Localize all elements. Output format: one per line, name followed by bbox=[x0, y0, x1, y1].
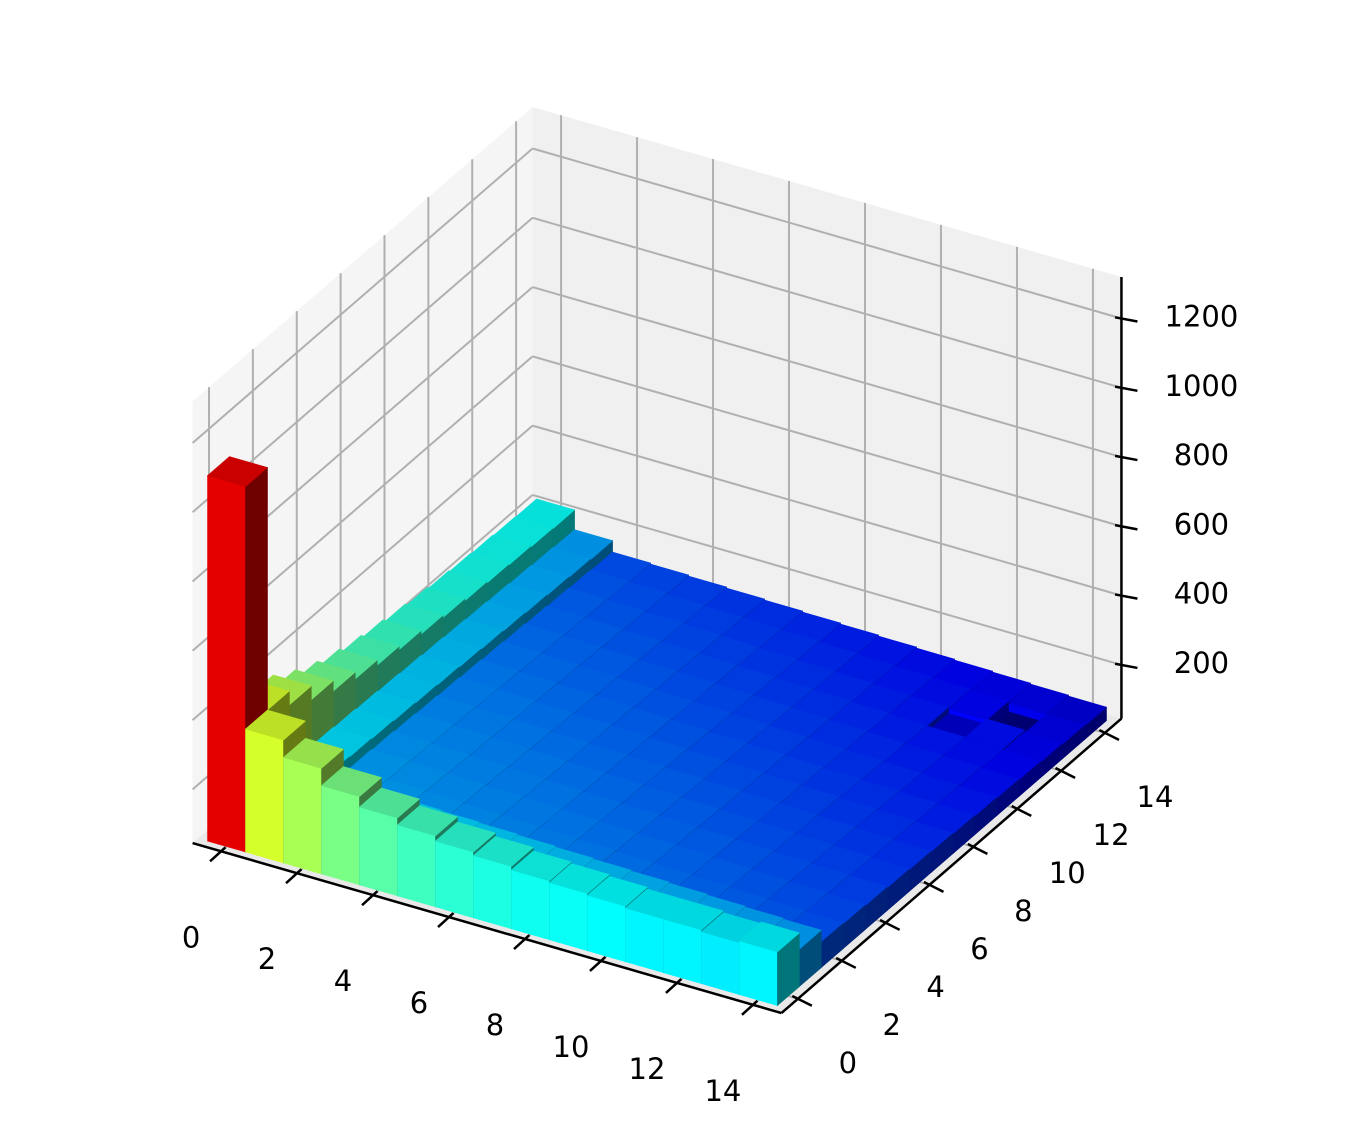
y-axis-line bbox=[780, 717, 1123, 1014]
bar bbox=[738, 921, 800, 1007]
tick-mark bbox=[741, 999, 759, 1016]
grid-line bbox=[532, 147, 1122, 320]
x-tick-label: 10 bbox=[553, 1030, 590, 1064]
y-tick-label: 14 bbox=[1137, 780, 1174, 814]
bar-front bbox=[587, 894, 626, 963]
tick-mark bbox=[791, 994, 813, 1007]
bar-top bbox=[396, 805, 459, 837]
x-axis-line bbox=[192, 841, 782, 1015]
bar-front bbox=[435, 840, 474, 919]
grid-line bbox=[532, 424, 1122, 597]
bar-top bbox=[244, 709, 307, 741]
bar-front bbox=[511, 869, 550, 941]
tick-mark bbox=[967, 842, 988, 855]
y-tick-label: 0 bbox=[839, 1046, 857, 1080]
bar-top bbox=[320, 766, 383, 797]
z-tick-label: 800 bbox=[1174, 438, 1229, 472]
tick-mark bbox=[1114, 662, 1138, 670]
tick-mark bbox=[589, 956, 607, 972]
x-tick-label: 12 bbox=[629, 1052, 666, 1086]
x-tick-label: 6 bbox=[410, 986, 428, 1020]
bars bbox=[206, 456, 1108, 1007]
grid-line bbox=[191, 147, 534, 444]
y-tick-label: 12 bbox=[1093, 818, 1130, 852]
bar-front bbox=[473, 855, 512, 930]
y-tick-label: 2 bbox=[883, 1008, 901, 1042]
bar-top bbox=[662, 899, 724, 931]
z-tick-label: 1200 bbox=[1165, 300, 1239, 334]
bar-front bbox=[359, 806, 398, 897]
bar-top bbox=[434, 821, 497, 853]
tick-mark bbox=[285, 868, 303, 885]
x-tick-label: 8 bbox=[486, 1008, 504, 1042]
x-tick-label: 14 bbox=[704, 1074, 741, 1108]
z-tick-label: 400 bbox=[1174, 577, 1229, 611]
bar-front bbox=[321, 785, 360, 886]
tick-mark bbox=[1114, 385, 1138, 393]
tick-mark bbox=[513, 934, 531, 950]
tick-mark bbox=[437, 912, 455, 929]
bar-front bbox=[625, 907, 664, 974]
bar-top bbox=[738, 921, 800, 953]
y-tick-label: 10 bbox=[1049, 856, 1086, 890]
bar-top bbox=[282, 737, 345, 769]
bar-top bbox=[358, 787, 421, 819]
tick-mark bbox=[1011, 804, 1032, 817]
x-tick-label: 4 bbox=[334, 964, 352, 998]
tick-mark bbox=[1114, 454, 1138, 462]
grid-line bbox=[532, 355, 1122, 528]
y-tick-label: 8 bbox=[1014, 894, 1032, 928]
tick-mark bbox=[1098, 728, 1120, 741]
tick-mark bbox=[1054, 766, 1076, 779]
y-tick-label: 4 bbox=[926, 970, 944, 1004]
bar-front bbox=[549, 882, 588, 952]
bar-top bbox=[1007, 683, 1070, 715]
z-tick-label: 200 bbox=[1174, 646, 1229, 680]
grid-line bbox=[532, 286, 1122, 459]
x-tick-label: 0 bbox=[182, 920, 200, 954]
tick-mark bbox=[665, 977, 683, 994]
grid-line bbox=[532, 493, 1122, 666]
tick-mark bbox=[1114, 316, 1138, 323]
z-tick-label: 1000 bbox=[1165, 369, 1239, 403]
tick-mark bbox=[1114, 593, 1138, 600]
bar-front bbox=[663, 918, 702, 985]
tick-mark bbox=[879, 918, 901, 931]
bar-top bbox=[510, 850, 573, 882]
tick-mark bbox=[835, 956, 857, 969]
tick-mark bbox=[209, 846, 227, 863]
z-tick-label: 600 bbox=[1174, 507, 1229, 541]
bar-top bbox=[586, 875, 649, 907]
bar-top bbox=[472, 836, 535, 867]
tick-mark bbox=[923, 880, 945, 893]
y-tick-label: 6 bbox=[970, 932, 988, 966]
bar-front bbox=[245, 728, 284, 864]
x-tick-label: 2 bbox=[258, 942, 276, 976]
bar-top bbox=[947, 689, 1010, 721]
bar-front bbox=[397, 824, 436, 908]
tick-mark bbox=[1114, 523, 1138, 531]
bar-top bbox=[548, 863, 611, 894]
bar-front bbox=[739, 940, 778, 1006]
tick-mark bbox=[361, 890, 379, 907]
bar-front bbox=[283, 756, 322, 875]
bar-front bbox=[207, 475, 246, 853]
bar-top bbox=[206, 456, 269, 487]
grid-line bbox=[532, 216, 1122, 389]
